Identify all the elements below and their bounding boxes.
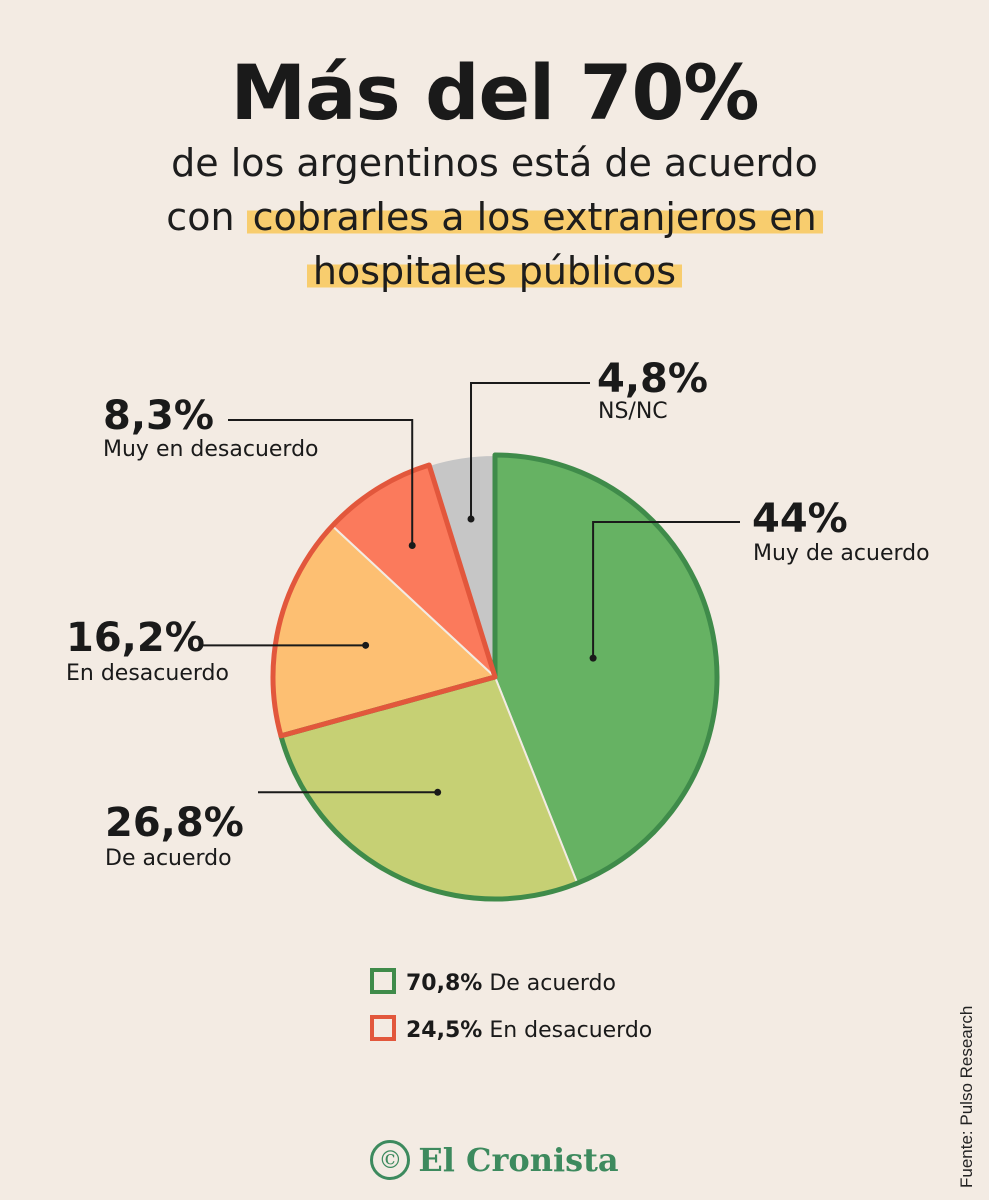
label-en-desacuerdo-value: 16,2% [66,615,205,661]
subtitle-line-2: con cobrarles a los extranjeros en [0,190,989,244]
brand-logo: © El Cronista [0,1140,989,1180]
label-muy-en-desacuerdo-leader-line [228,419,414,546]
legend-label-agree: De acuerdo [489,971,616,996]
subtitle-line-3: hospitales públicos [0,244,989,298]
legend-label-disagree: En desacuerdo [489,1018,653,1043]
subtitle-highlight-2: hospitales públicos [306,249,683,293]
label-muy-en-desacuerdo-text: Muy en desacuerdo [103,437,319,462]
label-de-acuerdo-value: 26,8% [105,800,244,846]
label-muy-de-acuerdo-dot [589,654,597,662]
label-muy-en-desacuerdo-dot [408,541,416,549]
label-ns-nc-leader-line [470,382,590,519]
legend-item-agree: 70,8% De acuerdo [370,968,616,996]
brand-name: El Cronista [418,1141,619,1179]
subtitle-highlight-1: cobrarles a los extranjeros en [246,195,823,239]
label-ns-nc-value: 4,8% [597,356,708,402]
legend-value-agree: 70,8% [406,971,483,996]
subtitle-prefix: con [166,195,235,239]
label-de-acuerdo-text: De acuerdo [105,846,232,871]
copyright-icon: © [370,1140,411,1180]
label-de-acuerdo-dot [434,788,442,796]
subtitle-line-1: de los argentinos está de acuerdo [171,141,818,185]
agree-group-outline [278,452,720,902]
label-muy-en-desacuerdo-value: 8,3% [103,393,214,439]
label-ns-nc-text: NS/NC [598,399,668,424]
legend-swatch-agree [370,968,396,994]
legend-swatch-disagree [370,1015,396,1041]
disagree-group-outline [270,462,498,739]
page-title: Más del 70% [230,48,760,137]
label-muy-de-acuerdo-text: Muy de acuerdo [753,541,930,566]
label-muy-de-acuerdo-leader-line [592,521,740,659]
label-muy-de-acuerdo-value: 44% [752,496,848,542]
legend-item-disagree: 24,5% En desacuerdo [370,1015,652,1043]
label-en-desacuerdo-dot [362,641,370,649]
label-en-desacuerdo-text: En desacuerdo [66,661,229,686]
label-ns-nc-dot [467,515,475,523]
subtitle: de los argentinos está de acuerdo con co… [0,136,989,298]
legend-value-disagree: 24,5% [406,1018,483,1043]
